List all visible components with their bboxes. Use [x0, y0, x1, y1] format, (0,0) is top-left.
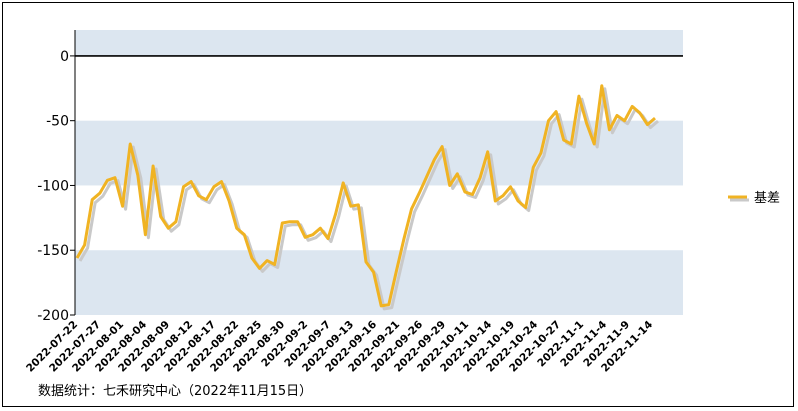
y-tick-label-2: -100 — [37, 178, 69, 194]
y-tick-label-4: -200 — [37, 308, 69, 324]
background-band-1 — [75, 120, 683, 186]
legend-label: 基差 — [754, 191, 780, 206]
source-caption: 数据统计：七禾研究中心（2022年11月15日） — [38, 384, 313, 399]
y-tick-label-1: -50 — [46, 114, 69, 130]
chart-frame — [2, 2, 794, 407]
y-tick-label-3: -150 — [37, 243, 69, 259]
series-line-0 — [75, 84, 656, 308]
background-band-0 — [75, 30, 683, 56]
y-tick-label-0: 0 — [60, 49, 69, 65]
